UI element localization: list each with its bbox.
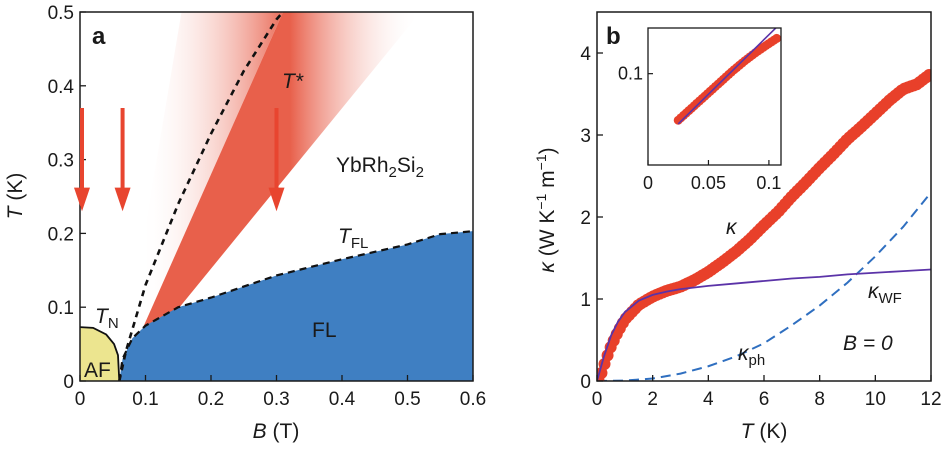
y-tick-label: 0.3 bbox=[48, 151, 74, 172]
x-tick-label: 0.2 bbox=[198, 389, 224, 410]
inset: 0 0.05 0.1 0.1 bbox=[618, 27, 782, 193]
panel-a: 0 0.1 0.2 0.3 0.4 0.5 0.6 0 0.1 0.2 0.3 0.4 0.5 a B … bbox=[4, 3, 486, 443]
x-tick-label: 12 bbox=[920, 389, 941, 410]
panel-a-xlabel: B (T) bbox=[253, 420, 300, 443]
panel-b-letter: b bbox=[606, 23, 621, 50]
inset-x-tick-label: 0.1 bbox=[756, 173, 781, 193]
inset-kappa-wf-line bbox=[677, 28, 777, 125]
x-tick-label: 8 bbox=[814, 389, 825, 410]
x-tick-label: 10 bbox=[865, 389, 886, 410]
panel-b-ylabel: κ (W K−1 m−1) bbox=[533, 147, 559, 272]
inset-ticks: 0 0.05 0.1 0.1 bbox=[618, 64, 781, 193]
kappa-label: κ bbox=[726, 216, 738, 239]
af-label: AF bbox=[84, 359, 111, 382]
fl-label: FL bbox=[312, 319, 337, 342]
tstar-label: T* bbox=[282, 70, 304, 93]
inset-kappa-point bbox=[772, 33, 781, 43]
x-tick-label: 0 bbox=[592, 389, 603, 410]
fan-right bbox=[119, 12, 421, 381]
tfl-label: TFL bbox=[338, 225, 368, 252]
y-tick-label: 0 bbox=[63, 372, 74, 393]
kwf-label: κWF bbox=[868, 280, 902, 307]
y-tick-label: 4 bbox=[580, 44, 591, 65]
y-tick-label: 0 bbox=[580, 372, 591, 393]
panel-a-letter: a bbox=[92, 23, 106, 50]
y-tick-label: 2 bbox=[580, 208, 591, 229]
y-tick-label: 0.4 bbox=[48, 77, 75, 98]
panel-a-ylabel: T (K) bbox=[4, 173, 27, 220]
y-tick-label: 0.1 bbox=[48, 298, 74, 319]
af-region bbox=[80, 327, 120, 381]
field-arrow-head bbox=[114, 187, 131, 212]
inset-series bbox=[673, 28, 781, 125]
inset-x-tick-label: 0.05 bbox=[691, 173, 726, 193]
panel-b-xlabel: T (K) bbox=[741, 420, 788, 443]
y-tick-label: 1 bbox=[580, 290, 591, 311]
field-arrow-head bbox=[74, 187, 90, 212]
field-arrows bbox=[74, 107, 285, 212]
kappa-wf-line bbox=[597, 268, 931, 381]
phase-regions bbox=[80, 12, 473, 381]
b-zero-label: B = 0 bbox=[843, 332, 893, 355]
tn-label: TN bbox=[95, 305, 119, 332]
inset-frame bbox=[647, 27, 782, 166]
fl-region bbox=[119, 231, 473, 381]
tstar-line bbox=[118, 12, 285, 381]
x-tick-label: 4 bbox=[703, 389, 714, 410]
inset-y-tick-label: 0.1 bbox=[618, 64, 643, 84]
x-tick-label: 0.6 bbox=[460, 389, 486, 410]
kph-label: κph bbox=[738, 342, 765, 369]
kappa-point bbox=[923, 68, 931, 81]
x-tick-label: 0.4 bbox=[329, 389, 356, 410]
material-label: YbRh2Si2 bbox=[336, 154, 424, 181]
inset-x-tick-label: 0 bbox=[643, 173, 653, 193]
x-tick-label: 0.3 bbox=[263, 389, 289, 410]
tfl-line bbox=[118, 230, 473, 381]
y-tick-label: 3 bbox=[580, 126, 591, 147]
x-tick-label: 0 bbox=[75, 389, 86, 410]
field-arrow-head bbox=[268, 187, 285, 212]
x-tick-label: 0.5 bbox=[394, 389, 420, 410]
x-tick-label: 2 bbox=[647, 389, 658, 410]
y-tick-label: 0.5 bbox=[48, 3, 74, 24]
x-tick-label: 6 bbox=[759, 389, 770, 410]
tn-line bbox=[80, 326, 121, 381]
y-tick-label: 0.2 bbox=[48, 224, 74, 245]
panel-a-ticks: 0 0.1 0.2 0.3 0.4 0.5 0.6 0 0.1 0.2 0.3 0.4 0.5 bbox=[48, 3, 487, 410]
x-tick-label: 0.1 bbox=[132, 389, 158, 410]
